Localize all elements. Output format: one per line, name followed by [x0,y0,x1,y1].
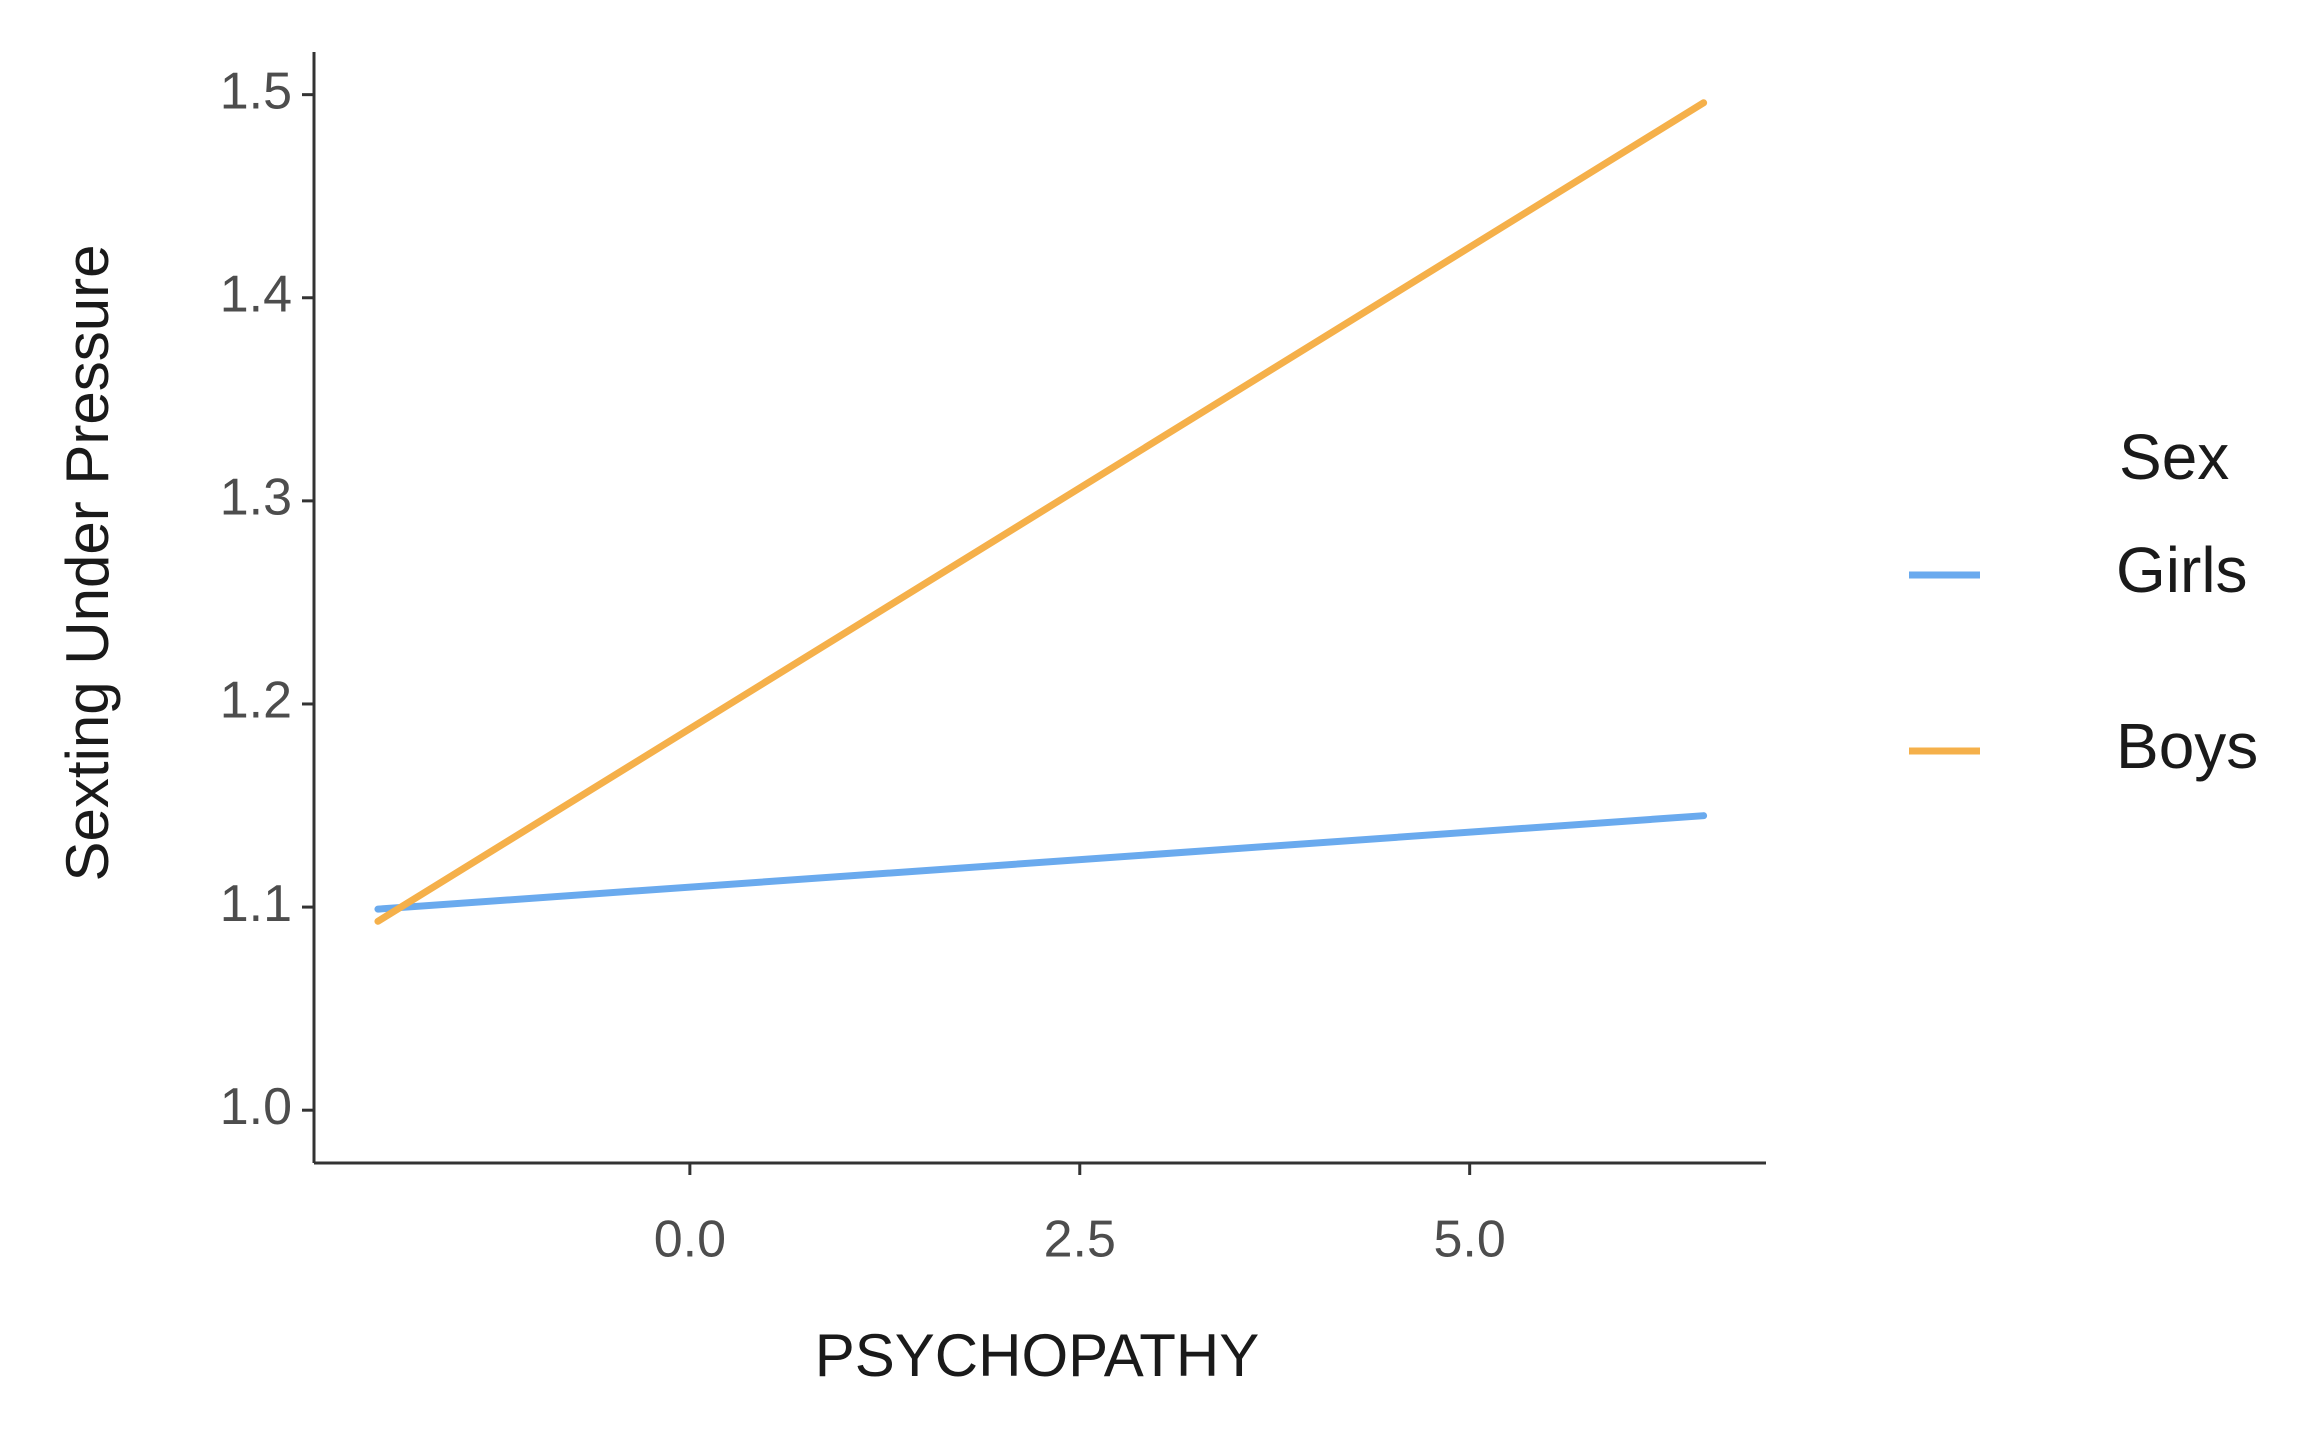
x-tick-label: 5.0 [1434,1211,1506,1269]
y-tick-label: 1.4 [220,265,292,323]
series-line [374,812,1708,913]
x-tick-label: 0.0 [654,1211,726,1269]
y-tick-label: 1.1 [220,875,292,933]
legend-label: Girls [2116,534,2248,606]
series-line [374,99,1708,925]
x-tick-label: 2.5 [1044,1211,1116,1269]
legend-label: Boys [2116,710,2258,782]
y-tick-label: 1.3 [220,469,292,527]
y-tick-label: 1.2 [220,672,292,730]
x-axis-title: PSYCHOPATHY [815,1322,1260,1389]
y-tick-label: 1.5 [220,62,292,120]
y-axis-title: Sexting Under Pressure [54,245,121,882]
legend-title: Sex [2119,421,2229,493]
y-tick-label: 1.0 [220,1078,292,1136]
